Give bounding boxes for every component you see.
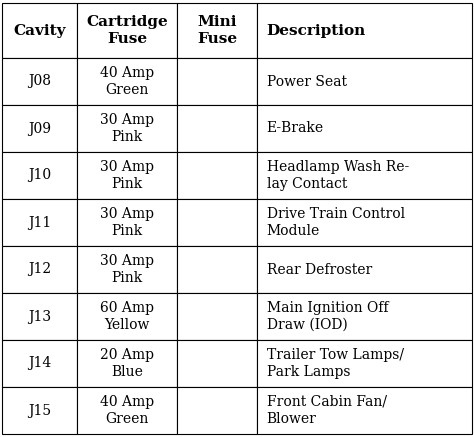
Text: Trailer Tow Lamps/
Park Lamps: Trailer Tow Lamps/ Park Lamps	[267, 348, 404, 379]
Text: 40 Amp
Green: 40 Amp Green	[100, 395, 154, 426]
Bar	[77, 105, 177, 152]
Bar	[77, 246, 177, 293]
Bar	[257, 3, 472, 58]
Bar	[257, 199, 472, 246]
Bar	[257, 105, 472, 152]
Bar	[77, 340, 177, 387]
Text: Cartridge
Fuse: Cartridge Fuse	[86, 15, 168, 46]
Text: 30 Amp
Pink: 30 Amp Pink	[100, 160, 154, 191]
Bar	[177, 105, 257, 152]
Text: Cavity: Cavity	[13, 24, 66, 38]
Bar	[2, 152, 77, 199]
Text: 30 Amp
Pink: 30 Amp Pink	[100, 207, 154, 238]
Text: J11: J11	[28, 215, 51, 229]
Bar	[257, 340, 472, 387]
Bar	[2, 58, 77, 105]
Text: 20 Amp
Blue: 20 Amp Blue	[100, 348, 154, 379]
Text: Front Cabin Fan/
Blower: Front Cabin Fan/ Blower	[267, 395, 387, 426]
Bar	[177, 199, 257, 246]
Bar	[77, 3, 177, 58]
Text: Drive Train Control
Module: Drive Train Control Module	[267, 207, 405, 238]
Bar	[77, 293, 177, 340]
Bar	[77, 387, 177, 434]
Text: Headlamp Wash Re-
lay Contact: Headlamp Wash Re- lay Contact	[267, 160, 409, 191]
Bar	[257, 293, 472, 340]
Text: J09: J09	[28, 121, 51, 135]
Text: 40 Amp
Green: 40 Amp Green	[100, 66, 154, 97]
Text: Rear Defroster: Rear Defroster	[267, 263, 372, 277]
Bar	[257, 387, 472, 434]
Bar	[77, 199, 177, 246]
Bar	[257, 246, 472, 293]
Bar	[2, 105, 77, 152]
Bar	[257, 58, 472, 105]
Text: Main Ignition Off
Draw (IOD): Main Ignition Off Draw (IOD)	[267, 301, 388, 332]
Bar	[2, 340, 77, 387]
Text: 60 Amp
Yellow: 60 Amp Yellow	[100, 301, 154, 332]
Text: E-Brake: E-Brake	[267, 121, 324, 135]
Text: Mini
Fuse: Mini Fuse	[197, 15, 237, 46]
Text: Description: Description	[267, 24, 366, 38]
Bar	[2, 387, 77, 434]
Bar	[2, 3, 77, 58]
Text: J14: J14	[28, 357, 51, 371]
Text: 30 Amp
Pink: 30 Amp Pink	[100, 254, 154, 285]
Text: J13: J13	[28, 309, 51, 323]
Text: J15: J15	[28, 403, 51, 417]
Bar	[177, 152, 257, 199]
Bar	[177, 246, 257, 293]
Bar	[177, 340, 257, 387]
Text: 30 Amp
Pink: 30 Amp Pink	[100, 113, 154, 144]
Bar	[177, 293, 257, 340]
Bar	[177, 3, 257, 58]
Bar	[77, 152, 177, 199]
Bar	[77, 58, 177, 105]
Bar	[2, 293, 77, 340]
Bar	[2, 199, 77, 246]
Text: Power Seat: Power Seat	[267, 74, 346, 89]
Bar	[177, 387, 257, 434]
Text: J08: J08	[28, 74, 51, 89]
Bar	[177, 58, 257, 105]
Bar	[2, 246, 77, 293]
Text: J12: J12	[28, 263, 51, 277]
Text: J10: J10	[28, 169, 51, 183]
Bar	[257, 152, 472, 199]
